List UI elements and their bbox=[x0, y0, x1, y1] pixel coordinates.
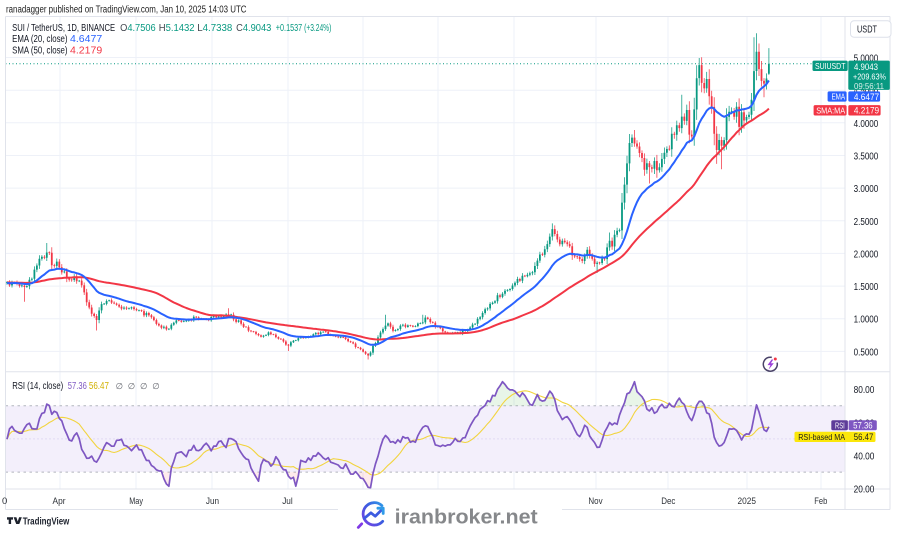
svg-text:+209.63%: +209.63% bbox=[853, 72, 886, 82]
svg-text:SUIUSDT: SUIUSDT bbox=[815, 61, 846, 71]
svg-text:SMA:MA: SMA:MA bbox=[816, 106, 845, 116]
svg-text:3.0000: 3.0000 bbox=[854, 184, 879, 195]
svg-text:56.47: 56.47 bbox=[89, 381, 109, 392]
svg-text:O4.7506: O4.7506 bbox=[120, 23, 156, 34]
svg-text:40.00: 40.00 bbox=[854, 452, 875, 463]
svg-text:80.00: 80.00 bbox=[854, 385, 875, 396]
svg-text:USDT: USDT bbox=[857, 24, 877, 35]
svg-text:4.6477: 4.6477 bbox=[70, 34, 103, 45]
svg-text:4.0000: 4.0000 bbox=[854, 119, 879, 130]
svg-text:2025: 2025 bbox=[738, 496, 757, 507]
svg-text:May: May bbox=[129, 496, 143, 507]
svg-text:3.5000: 3.5000 bbox=[854, 152, 879, 163]
svg-text:C4.9043: C4.9043 bbox=[236, 23, 272, 34]
svg-text:EMA: EMA bbox=[831, 92, 845, 102]
svg-text:H5.1432: H5.1432 bbox=[159, 23, 195, 34]
svg-text:(+3.24%): (+3.24%) bbox=[304, 23, 331, 34]
svg-text:∅: ∅ bbox=[116, 381, 124, 391]
svg-text:∅: ∅ bbox=[152, 381, 160, 391]
svg-text:Apr: Apr bbox=[53, 496, 66, 507]
svg-text:RSI-based MA: RSI-based MA bbox=[798, 432, 845, 442]
svg-text:2.5000: 2.5000 bbox=[854, 217, 879, 228]
svg-text:4.2179: 4.2179 bbox=[854, 106, 879, 116]
svg-text:09:56:11: 09:56:11 bbox=[854, 81, 884, 91]
svg-text:+0.1537: +0.1537 bbox=[276, 23, 303, 34]
svg-text:1.5000: 1.5000 bbox=[854, 282, 879, 293]
svg-text:Jul: Jul bbox=[282, 496, 293, 507]
svg-text:4.6477: 4.6477 bbox=[854, 92, 879, 102]
svg-text:iranbroker.net: iranbroker.net bbox=[395, 507, 538, 529]
svg-text:ranadagger published on Tradin: ranadagger published on TradingView.com,… bbox=[6, 4, 247, 15]
svg-text:2.0000: 2.0000 bbox=[854, 249, 879, 260]
svg-text:20.00: 20.00 bbox=[854, 485, 875, 496]
svg-text:Jun: Jun bbox=[206, 496, 219, 507]
svg-text:TradingView: TradingView bbox=[23, 517, 70, 528]
svg-text:∅: ∅ bbox=[128, 381, 136, 391]
svg-text:∅: ∅ bbox=[140, 381, 148, 391]
svg-text:Nov: Nov bbox=[588, 496, 602, 507]
svg-text:Dec: Dec bbox=[661, 496, 675, 507]
svg-text:5.0000: 5.0000 bbox=[854, 54, 879, 65]
svg-text:56.47: 56.47 bbox=[854, 432, 874, 442]
svg-text:Feb: Feb bbox=[814, 496, 827, 507]
svg-text:SMA (50, close): SMA (50, close) bbox=[12, 45, 67, 56]
svg-text:0: 0 bbox=[2, 496, 7, 507]
svg-text:4.2179: 4.2179 bbox=[70, 45, 103, 56]
svg-text:SUI / TetherUS, 1D, BINANCE: SUI / TetherUS, 1D, BINANCE bbox=[12, 23, 115, 34]
svg-text:RSI (14, close): RSI (14, close) bbox=[12, 381, 63, 392]
svg-text:0.5000: 0.5000 bbox=[854, 347, 879, 358]
svg-text:EMA (20, close): EMA (20, close) bbox=[12, 34, 67, 45]
svg-text:57.36: 57.36 bbox=[68, 381, 87, 392]
svg-text:4.9043: 4.9043 bbox=[854, 62, 878, 73]
svg-text:L4.7338: L4.7338 bbox=[197, 23, 233, 34]
svg-text:57.36: 57.36 bbox=[853, 421, 873, 431]
svg-text:1.0000: 1.0000 bbox=[854, 315, 879, 326]
svg-text:RSI: RSI bbox=[835, 420, 845, 430]
